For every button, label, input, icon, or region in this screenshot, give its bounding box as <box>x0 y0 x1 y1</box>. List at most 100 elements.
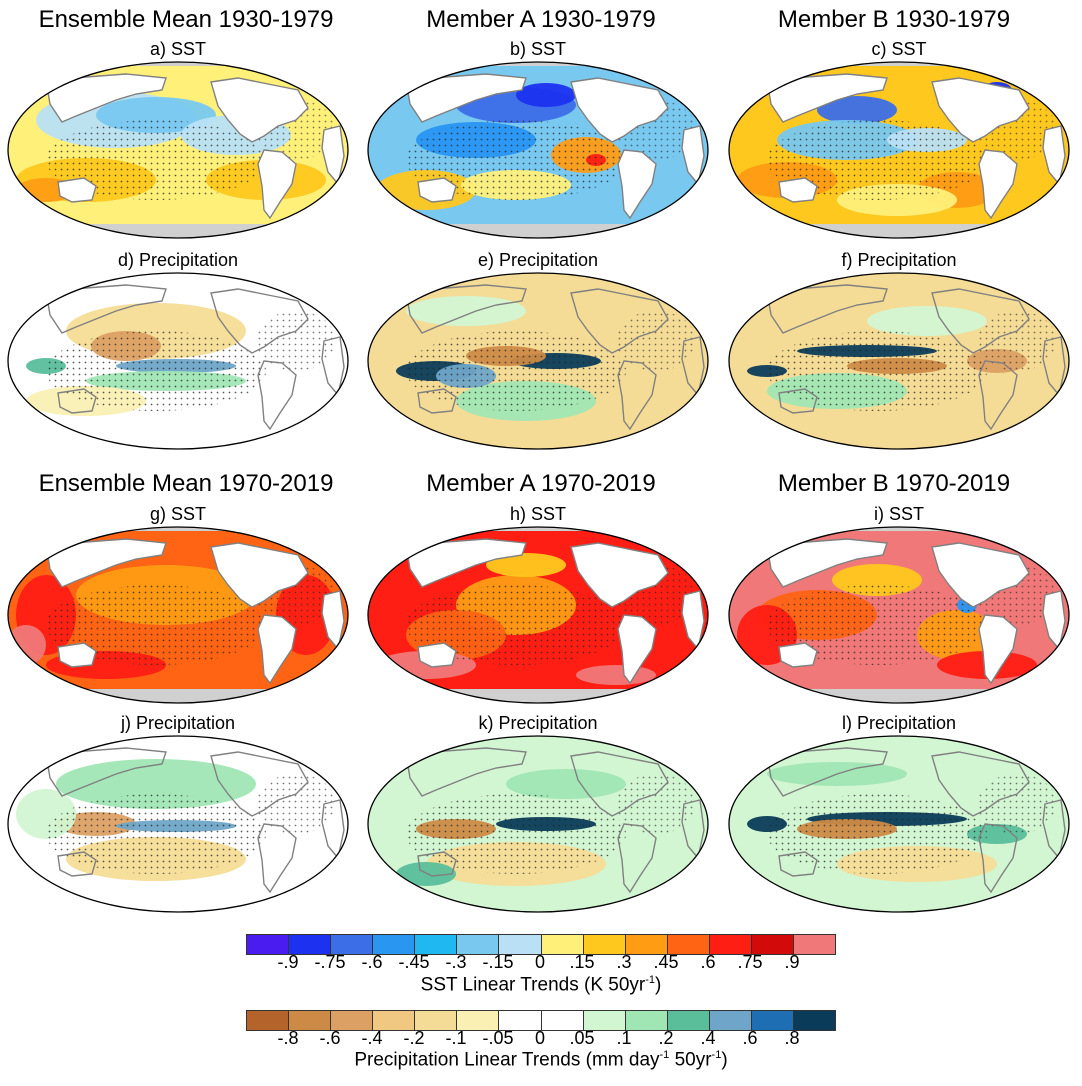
land-mask <box>45 73 167 123</box>
significance-stipple <box>46 794 266 874</box>
significance-stipple <box>406 794 626 874</box>
colorbar-tick-label: .3 <box>616 952 632 972</box>
trend-region <box>396 862 456 886</box>
coastline <box>931 288 1030 354</box>
coastline <box>766 284 888 334</box>
colorbar-swatch <box>625 1011 668 1030</box>
column-title-member-b-1: Member B 1930-1979 <box>777 6 1011 33</box>
world-map <box>367 735 709 913</box>
trend-region <box>817 96 897 124</box>
arctic-mask <box>368 527 708 531</box>
panel-label: i) SST <box>873 504 924 524</box>
coastline <box>931 751 1030 817</box>
map-frame <box>367 526 709 704</box>
coastline <box>778 851 818 877</box>
colorbar-tick-label: -.3 <box>445 952 467 972</box>
colorbar-tick-label: .75 <box>737 952 763 972</box>
colorbar-swatch <box>331 935 374 954</box>
colorbar-tick-label: -.4 <box>361 1028 383 1048</box>
significance-stipple <box>406 120 626 200</box>
land-mask <box>57 177 97 203</box>
panel-label: j) Precipitation <box>120 713 236 733</box>
colorbar-tick-label: -.6 <box>361 952 383 972</box>
panel-label: e) Precipitation <box>477 250 599 270</box>
colorbar-tick-label: 0 <box>534 1028 546 1048</box>
coastline <box>45 747 167 797</box>
land-mask <box>931 542 1030 608</box>
colorbar-swatch <box>499 935 542 954</box>
coastline <box>570 751 669 817</box>
panel-label: f) Precipitation <box>841 250 957 270</box>
trend-region <box>516 83 576 107</box>
significance-stipple <box>46 120 266 200</box>
map-frame <box>367 735 709 913</box>
colorbar-swatch <box>583 1011 626 1030</box>
world-map <box>7 272 349 450</box>
colorbar-tick-label: .9 <box>784 952 800 972</box>
colorbar-tick-label: -.15 <box>482 952 514 972</box>
colorbar-swatch <box>415 1011 458 1030</box>
trend-region <box>406 296 526 326</box>
colorbar-tick-label: .15 <box>569 952 595 972</box>
colorbar-swatch <box>247 935 290 954</box>
coastline <box>978 823 1018 894</box>
colorbar-swatch <box>373 1011 416 1030</box>
colorbar-swatch <box>457 935 500 954</box>
panel-label: h) SST <box>509 504 566 524</box>
significance-stipple <box>46 331 266 411</box>
colorbar-tick-label: -.2 <box>403 1028 425 1048</box>
column-title-ensemble-mean-1: Ensemble Mean 1930-1979 <box>38 6 334 33</box>
colorbar-tick-label: .2 <box>658 1028 674 1048</box>
significance-stipple <box>767 794 987 874</box>
world-map <box>367 526 709 704</box>
significance-stipple <box>406 331 626 411</box>
world-map <box>728 526 1070 704</box>
colorbar-swatch <box>583 935 626 954</box>
land-mask <box>766 73 888 123</box>
land-mask <box>45 538 167 588</box>
panel-label: b) SST <box>509 39 566 59</box>
colorbar-swatch <box>667 1011 710 1030</box>
colorbar-swatch <box>709 1011 752 1030</box>
colorbar-swatch <box>625 935 668 954</box>
coastline <box>778 388 818 414</box>
sst-colorbar <box>246 934 836 955</box>
panel-l-precipitation: l) Precipitation <box>727 712 1071 914</box>
significance-stipple <box>406 585 626 665</box>
colorbar-tick-label: -.45 <box>398 952 430 972</box>
world-map <box>728 735 1070 913</box>
column-title-member-b-2: Member B 1970-2019 <box>777 470 1011 497</box>
panel-i-sst: i) SST <box>727 503 1071 705</box>
panel-h-sst: h) SST <box>366 503 710 705</box>
map-frame <box>367 272 709 450</box>
panel-k-precipitation: k) Precipitation <box>366 712 710 914</box>
panel-a-sst: a) SST <box>6 38 350 240</box>
land-mask <box>978 149 1018 220</box>
significance-stipple <box>977 774 1057 834</box>
land-mask <box>210 542 309 608</box>
colorbar-swatch <box>541 935 584 954</box>
coastline <box>978 360 1018 431</box>
coastline <box>210 751 309 817</box>
colorbar-tick-label: .8 <box>784 1028 800 1048</box>
coastline <box>257 360 297 431</box>
colorbar-swatch <box>541 1011 584 1030</box>
world-map <box>728 61 1070 239</box>
map-frame <box>367 61 709 239</box>
world-map <box>728 272 1070 450</box>
panel-f-precipitation: f) Precipitation <box>727 249 1071 451</box>
coastline <box>257 823 297 894</box>
trend-region <box>506 769 626 799</box>
world-map <box>7 526 349 704</box>
land-mask <box>778 177 818 203</box>
land-mask <box>417 177 457 203</box>
land-mask <box>57 642 97 668</box>
colorbar-swatch <box>289 1011 332 1030</box>
colorbar-swatch <box>289 935 332 954</box>
land-mask <box>210 77 309 143</box>
colorbar-swatch <box>751 1011 795 1030</box>
coastline <box>617 823 657 894</box>
arctic-mask <box>729 527 1069 531</box>
land-mask <box>931 77 1030 143</box>
significance-stipple <box>256 311 336 371</box>
